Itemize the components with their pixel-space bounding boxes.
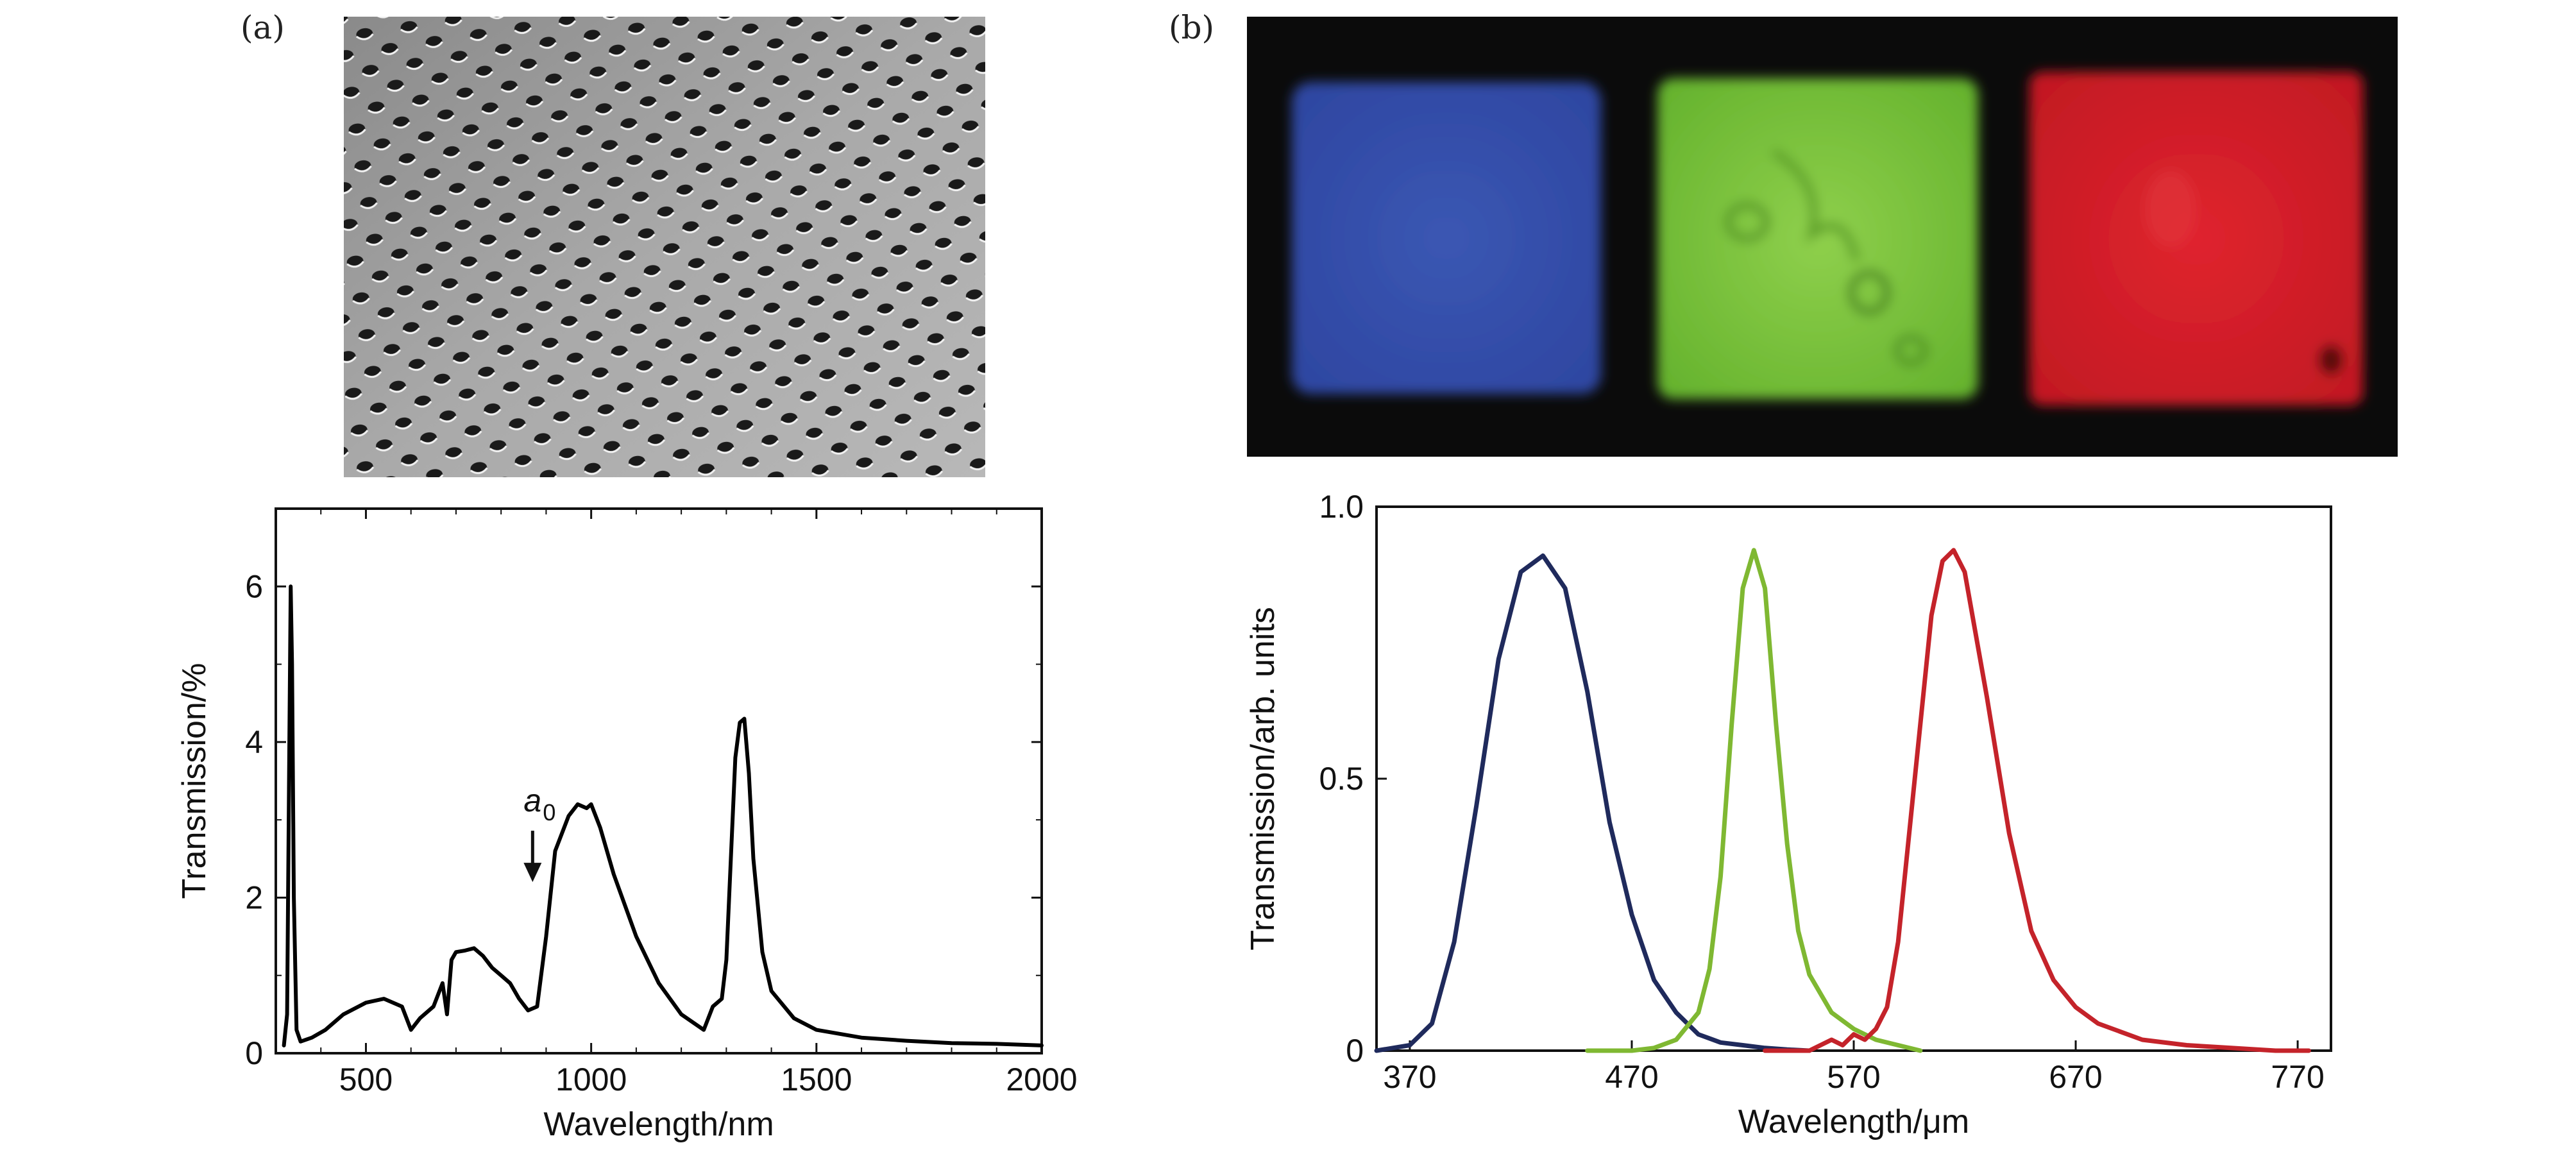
x-tick-label: 470: [1605, 1059, 1658, 1095]
x-tick-label: 370: [1383, 1059, 1436, 1095]
x-tick-label: 1000: [555, 1062, 627, 1097]
series-line-3: [1763, 548, 2311, 1053]
blue-filter-square: [1292, 82, 1601, 394]
y-tick-label: 4: [245, 724, 263, 760]
x-tick-label: 770: [2271, 1059, 2324, 1095]
rgb-color-filter-squares-photo: [1247, 17, 2398, 457]
y-axis-label: Transmission/%: [176, 663, 213, 899]
panel-a-label: (a): [241, 9, 285, 46]
x-tick-label: 1500: [781, 1062, 852, 1097]
y-tick-label: 0: [245, 1035, 263, 1071]
y-tick-label: 2: [245, 879, 263, 915]
annotation-label: a: [523, 783, 541, 818]
series-line-2: [1585, 548, 1923, 1053]
annotation-subscript: 0: [543, 799, 555, 826]
y-tick-label: 1.0: [1319, 489, 1364, 525]
x-axis-label: Wavelength/μm: [1738, 1103, 1969, 1140]
x-tick-label: 670: [2049, 1059, 2102, 1095]
annotation-arrow-head: [523, 863, 542, 883]
plot-frame: [1375, 505, 2332, 1052]
y-axis-label: Transmission/arb. units: [1244, 607, 1282, 951]
x-axis-label: Wavelength/nm: [543, 1106, 774, 1143]
x-tick-label: 2000: [1006, 1062, 1077, 1097]
x-tick-label: 500: [339, 1062, 393, 1097]
series-line-1: [282, 584, 1044, 1047]
sem-hole-array-micrograph: [344, 17, 985, 477]
y-tick-label: 6: [245, 568, 263, 604]
y-tick-label: 0.5: [1319, 761, 1364, 797]
y-tick-label: 0: [1346, 1033, 1364, 1069]
x-tick-label: 570: [1827, 1059, 1880, 1095]
series-line-1: [1374, 553, 1812, 1053]
panel-b-label: (b): [1169, 9, 1215, 46]
plot-frame: [275, 507, 1043, 1055]
